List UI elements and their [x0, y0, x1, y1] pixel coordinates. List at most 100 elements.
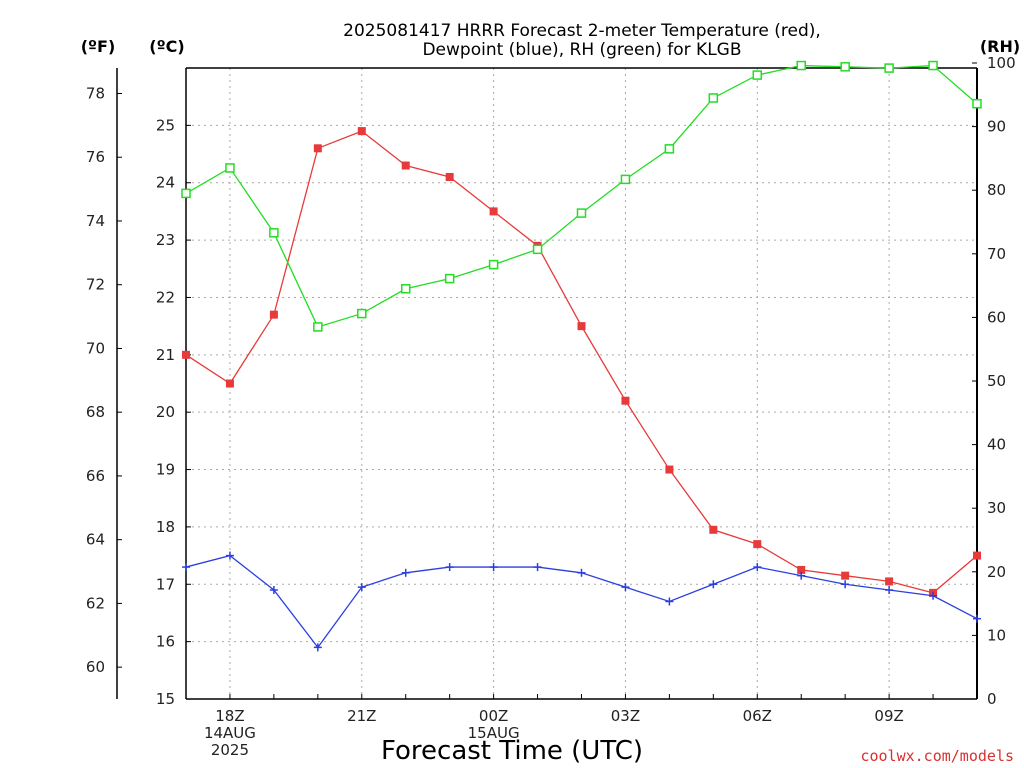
celsius-tick-label: 19: [156, 461, 175, 479]
rh-point: [928, 60, 938, 71]
temperature-point: [269, 310, 278, 319]
series-dewpoint: [182, 551, 981, 652]
grid-lines: [186, 68, 977, 699]
rh-point: [357, 308, 367, 319]
fahrenheit-tick-label: 64: [86, 531, 105, 549]
dewpoint-point: [885, 586, 894, 595]
dewpoint-point: [489, 563, 498, 572]
fahrenheit-tick-label: 60: [86, 658, 105, 676]
temperature-point: [357, 127, 366, 136]
time-tick-label: 21Z: [347, 707, 376, 725]
dewpoint-point: [313, 643, 322, 652]
fahrenheit-tick-label: 70: [86, 339, 105, 357]
rh-point: [752, 70, 763, 80]
rh-point: [532, 244, 543, 255]
fahrenheit-axis-ticks: 60 62 64 66 68 70 72 74 76 78: [86, 84, 122, 676]
rh-point: [972, 98, 982, 109]
temperature-point: [885, 577, 894, 586]
axes: [116, 67, 978, 700]
rh-point: [796, 60, 806, 71]
rh-tick-label: 90: [987, 118, 1006, 136]
celsius-tick-label: 17: [156, 575, 175, 593]
celsius-tick-label: 22: [156, 288, 175, 306]
celsius-tick-label: 23: [156, 231, 175, 249]
rh-point: [400, 284, 411, 294]
rh-point: [620, 174, 631, 185]
celsius-tick-label: 18: [156, 518, 175, 536]
temperature-point: [621, 396, 630, 405]
dewpoint-point: [841, 580, 850, 589]
temperature-point: [182, 350, 190, 359]
rh-point: [708, 93, 719, 103]
celsius-tick-label: 15: [156, 690, 175, 708]
fahrenheit-tick-label: 74: [86, 212, 105, 230]
rh-tick-label: 10: [987, 626, 1006, 644]
rh-tick-label: 40: [987, 436, 1006, 454]
dewpoint-point: [182, 563, 190, 572]
dewpoint-point: [973, 614, 981, 623]
temperature-point: [797, 565, 806, 574]
temperature-point: [973, 551, 981, 560]
time-tick-label: 18Z: [215, 707, 244, 725]
rh-axis-ticks: 0 10 20 30 40 50 60 70 80 90 100: [972, 54, 1016, 708]
celsius-tick-label: 25: [156, 116, 175, 134]
dewpoint-point: [357, 583, 366, 592]
fahrenheit-tick-label: 66: [86, 467, 105, 485]
rh-point: [444, 273, 455, 284]
rh-tick-label: 80: [987, 181, 1006, 199]
fahrenheit-tick-label: 76: [86, 148, 105, 166]
temperature-point: [401, 161, 410, 170]
rh-tick-label: 100: [987, 54, 1016, 72]
data-series: [181, 60, 982, 652]
rh-tick-label: 20: [987, 563, 1006, 581]
celsius-tick-label: 20: [156, 403, 175, 421]
temperature-point: [577, 322, 586, 331]
chart-title-line-1: 2025081417 HRRR Forecast 2-meter Tempera…: [343, 21, 821, 41]
temperature-point: [841, 571, 850, 580]
temperature-point: [665, 465, 674, 474]
rh-point: [664, 144, 675, 154]
time-tick-label: 06Z: [743, 707, 772, 725]
dewpoint-point: [797, 571, 806, 580]
celsius-axis-ticks: 15 16 17 18 19 20 21 22 23 24 25: [156, 116, 191, 708]
rh-point: [884, 63, 894, 73]
dewpoint-point: [577, 568, 586, 577]
rh-point: [576, 208, 587, 218]
dewpoint-point: [753, 563, 762, 572]
rh-tick-label: 0: [987, 690, 997, 708]
temperature-point: [753, 540, 762, 549]
rh-tick-label: 70: [987, 245, 1006, 263]
time-tick-label: 2025: [211, 741, 249, 759]
credit-label: coolwx.com/models: [860, 747, 1014, 765]
fahrenheit-tick-label: 62: [86, 594, 105, 612]
fahrenheit-tick-label: 68: [86, 403, 105, 421]
dewpoint-point: [269, 586, 278, 595]
dewpoint-point: [401, 568, 410, 577]
rh-unit-label: (RH): [980, 37, 1020, 56]
rh-tick-label: 30: [987, 499, 1006, 517]
fahrenheit-tick-label: 72: [86, 276, 105, 294]
series-temperature: [182, 127, 981, 597]
rh-point: [269, 228, 279, 238]
rh-point: [225, 163, 235, 173]
fahrenheit-tick-label: 78: [86, 84, 105, 102]
celsius-tick-label: 24: [156, 174, 175, 192]
dewpoint-point: [709, 580, 718, 589]
dewpoint-point: [665, 597, 674, 606]
dewpoint-point: [225, 551, 234, 560]
temperature-point: [489, 207, 498, 216]
time-tick-label: 00Z: [479, 707, 508, 725]
rh-point: [840, 62, 850, 72]
dewpoint-point: [445, 563, 454, 572]
rh-tick-label: 60: [987, 308, 1006, 326]
x-axis-title: Forecast Time (UTC): [381, 736, 643, 766]
rh-point: [181, 188, 191, 199]
celsius-tick-label: 16: [156, 633, 175, 651]
temperature-point: [313, 144, 322, 153]
chart-title-line-2: Dewpoint (blue), RH (green) for KLGB: [422, 40, 741, 60]
celsius-tick-label: 21: [156, 346, 175, 364]
time-tick-label: 14AUG: [204, 724, 256, 742]
time-tick-label: 03Z: [611, 707, 640, 725]
